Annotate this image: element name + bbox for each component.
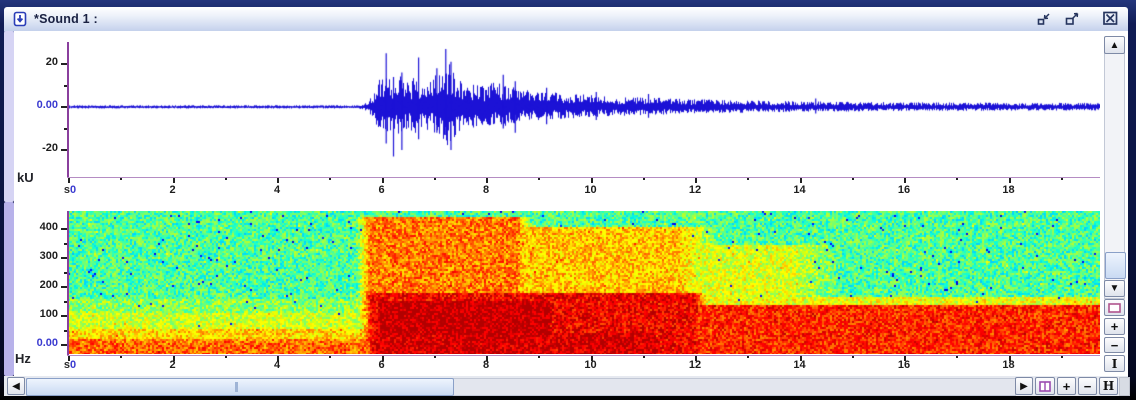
close-button[interactable] xyxy=(1100,10,1120,27)
spectrogram-y-axis xyxy=(67,211,69,356)
spectrogram-left-margin xyxy=(4,202,14,376)
horizontal-view-layout-button[interactable] xyxy=(1035,377,1055,395)
window-title: *Sound 1 : xyxy=(34,12,98,26)
vertical-fit-button[interactable]: I xyxy=(1104,355,1125,372)
restore-button[interactable] xyxy=(1062,10,1082,27)
horizontal-fit-button[interactable]: H xyxy=(1099,377,1118,395)
scroll-left-button[interactable]: ◀ xyxy=(7,377,25,395)
spectrogram-unit-label: Hz xyxy=(15,351,31,366)
window-document-icon xyxy=(12,11,28,27)
scroll-up-button[interactable]: ▲ xyxy=(1104,36,1125,54)
spectrogram-plot[interactable] xyxy=(68,211,1100,354)
scroll-right-button[interactable]: ▶ xyxy=(1015,377,1033,395)
waveform-unit-label: kU xyxy=(17,170,34,185)
minimize-button[interactable] xyxy=(1034,10,1054,27)
scrollbar-corner xyxy=(1119,377,1130,396)
view-layout-icon xyxy=(1039,380,1051,392)
horizontal-zoom-in-button[interactable]: + xyxy=(1057,377,1076,395)
scroll-down-button[interactable]: ▼ xyxy=(1104,280,1125,297)
horizontal-zoom-out-button[interactable]: − xyxy=(1078,377,1097,395)
vertical-zoom-out-button[interactable]: − xyxy=(1104,337,1125,353)
view-page-icon xyxy=(1108,302,1121,313)
spectrogram-x-axis xyxy=(67,355,1100,356)
vertical-zoom-in-button[interactable]: + xyxy=(1104,318,1125,335)
thumb-grip xyxy=(235,382,238,392)
vertical-scrollbar-thumb[interactable] xyxy=(1105,252,1126,279)
vertical-view-page-button[interactable] xyxy=(1104,299,1125,316)
waveform-left-margin xyxy=(4,31,14,202)
titlebar[interactable]: *Sound 1 : xyxy=(4,7,1128,32)
waveform-x-axis xyxy=(67,177,1100,178)
waveform-plot[interactable] xyxy=(68,42,1100,172)
horizontal-scrollbar-thumb[interactable] xyxy=(26,378,454,396)
waveform-y-axis xyxy=(67,42,69,178)
